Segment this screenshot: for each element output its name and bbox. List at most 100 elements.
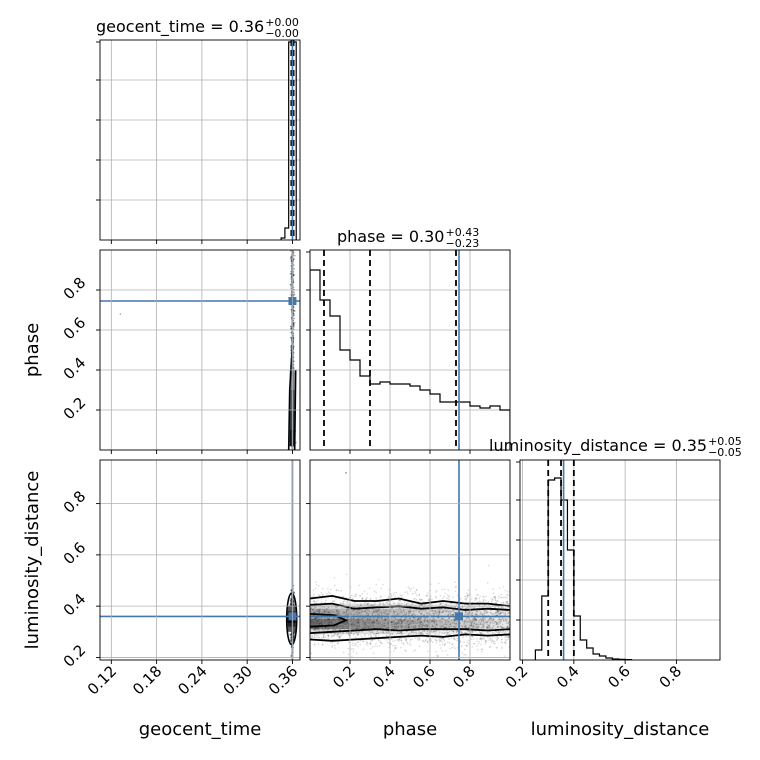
sample-point	[400, 619, 403, 621]
sample-point	[496, 632, 499, 635]
sample-point	[504, 635, 507, 638]
sample-point	[497, 626, 499, 628]
sample-point	[415, 631, 417, 634]
sample-point	[413, 621, 415, 623]
sample-point	[492, 625, 495, 627]
sample-point	[481, 617, 484, 619]
sample-point	[405, 603, 408, 606]
sample-point	[420, 620, 422, 623]
sample-point	[420, 617, 422, 619]
sample-point	[381, 642, 383, 645]
sample-point	[322, 593, 324, 596]
sample-point	[119, 313, 122, 315]
x-tick-label: 0.8	[656, 662, 686, 692]
sample-point	[380, 595, 382, 598]
sample-point	[411, 620, 414, 622]
sample-point	[363, 602, 366, 604]
sample-point	[352, 621, 355, 623]
sample-point	[452, 630, 455, 633]
sample-point	[418, 639, 420, 641]
density-bin	[320, 618, 330, 625]
sample-point	[495, 609, 498, 612]
sample-point	[410, 622, 413, 625]
sample-point	[390, 594, 392, 596]
sample-point	[493, 618, 495, 621]
sample-point	[448, 638, 450, 640]
sample-point	[397, 619, 400, 621]
sample-point	[387, 631, 390, 634]
sample-point	[290, 654, 293, 656]
sample-point	[411, 592, 414, 595]
sample-point	[317, 594, 320, 596]
sample-point	[423, 614, 425, 616]
sample-point	[405, 617, 408, 620]
sample-point	[460, 624, 463, 627]
sample-point	[447, 614, 449, 616]
sample-point	[422, 600, 425, 603]
sample-point	[292, 632, 295, 634]
sample-point	[354, 627, 357, 630]
sample-point	[327, 635, 330, 637]
sample-point	[292, 352, 295, 354]
sample-point	[347, 653, 350, 656]
sample-point	[435, 641, 438, 644]
sample-point	[486, 625, 488, 628]
sample-point	[481, 650, 483, 653]
sample-point	[507, 637, 510, 639]
sample-point	[467, 620, 469, 623]
sample-point	[399, 618, 401, 621]
sample-point	[456, 637, 459, 639]
sample-point	[466, 593, 469, 596]
sample-point	[378, 632, 380, 635]
sample-point	[475, 588, 477, 591]
sample-point	[401, 641, 403, 644]
sample-point	[397, 613, 399, 615]
sample-point	[290, 336, 292, 339]
sample-point	[390, 617, 393, 619]
sample-point	[499, 613, 501, 615]
sample-point	[486, 620, 488, 622]
sample-point	[379, 611, 382, 614]
density-bin	[400, 624, 410, 630]
sample-point	[473, 619, 475, 621]
sample-point	[399, 618, 401, 620]
sample-point	[492, 619, 494, 622]
sample-point	[407, 619, 410, 622]
sample-point	[414, 597, 416, 600]
sample-point	[401, 620, 403, 622]
sample-point	[474, 606, 476, 608]
sample-point	[439, 639, 441, 642]
x-tick-label: 0.18	[129, 662, 165, 698]
sample-point	[475, 624, 477, 626]
sample-point	[340, 624, 343, 627]
panel-geocent_time-hist	[99, 39, 301, 241]
sample-point	[498, 618, 501, 620]
sample-point	[352, 617, 355, 620]
sample-point	[424, 639, 427, 641]
sample-point	[505, 639, 507, 642]
sample-point	[496, 610, 499, 612]
sample-point	[487, 626, 489, 629]
sample-point	[361, 597, 364, 599]
sample-point	[352, 613, 355, 616]
sample-point	[293, 258, 295, 260]
sample-point	[395, 646, 397, 649]
sample-point	[400, 639, 403, 642]
y-tick-label: 0.2	[60, 394, 90, 424]
sample-point	[434, 609, 436, 612]
sample-point	[449, 620, 451, 622]
sample-point	[293, 326, 295, 328]
sample-point	[461, 651, 463, 654]
sample-point	[346, 608, 348, 610]
sample-point	[424, 619, 427, 622]
sample-point	[434, 633, 436, 635]
sample-point	[378, 603, 381, 606]
sample-point	[357, 622, 359, 624]
sample-point	[311, 608, 314, 611]
sample-point	[438, 611, 441, 613]
sample-point	[499, 620, 502, 623]
sample-point	[289, 325, 292, 328]
sample-point	[290, 265, 292, 267]
sample-point	[353, 601, 356, 604]
